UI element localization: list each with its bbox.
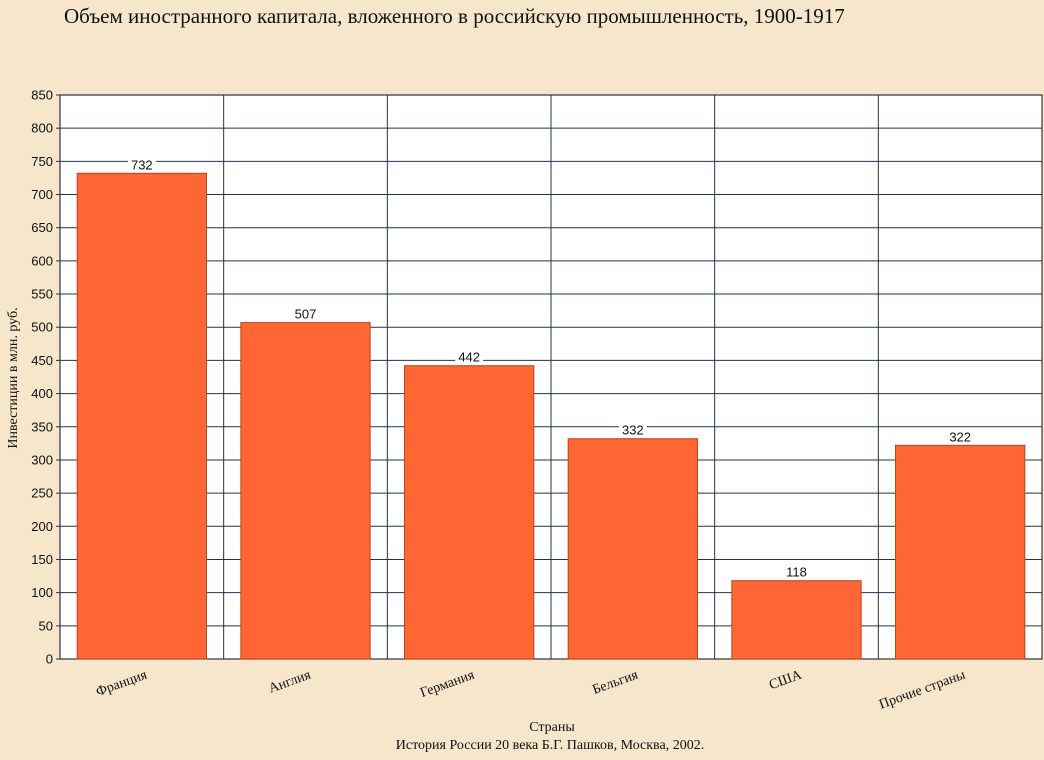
- chart-title: Объем иностранного капитала, вложенного …: [64, 4, 845, 28]
- y-tick-label: 50: [39, 618, 53, 633]
- bar: [240, 322, 371, 660]
- y-tick-label: 150: [31, 552, 53, 567]
- category-label: Германия: [418, 667, 477, 701]
- y-tick-label: 400: [31, 386, 53, 401]
- plot-area: [59, 94, 1043, 660]
- source-note: История России 20 века Б.Г. Пашков, Моск…: [395, 738, 705, 753]
- data-labels: 732 507 442 332 118 322: [127, 157, 975, 580]
- category-label: Франция: [94, 667, 150, 699]
- y-tick-label: 600: [31, 253, 53, 268]
- y-tick-label: 450: [31, 353, 53, 368]
- category-label: Бельгия: [591, 667, 641, 697]
- y-tick-label: 350: [31, 419, 53, 434]
- data-label: 507: [295, 307, 317, 322]
- y-axis-ticks: 0 50 100 150 200 250 300 350 400 450 500 550 600 650 7…: [31, 88, 60, 667]
- y-tick-label: 800: [31, 121, 53, 136]
- category-label: США: [767, 667, 805, 693]
- category-label: Англия: [267, 667, 314, 696]
- bar: [404, 365, 535, 660]
- data-label-background: [455, 349, 484, 365]
- data-label-background: [618, 422, 647, 438]
- y-tick-label: 200: [31, 519, 53, 534]
- plot-border: [59, 94, 1043, 660]
- data-label-background: [291, 306, 320, 322]
- y-tick-label: 550: [31, 287, 53, 302]
- data-label-background: [946, 429, 975, 445]
- bar: [567, 438, 698, 660]
- y-tick-label: 100: [31, 585, 53, 600]
- y-tick-label: 650: [31, 220, 53, 235]
- y-tick-label: 0: [46, 652, 53, 667]
- bar: [895, 444, 1026, 660]
- data-label: 732: [131, 157, 153, 172]
- y-tick-label: 250: [31, 486, 53, 501]
- y-tick-label: 850: [31, 88, 53, 103]
- data-label-background: [782, 564, 811, 580]
- data-label: 322: [949, 429, 971, 444]
- x-axis-label: Страны: [529, 720, 575, 735]
- y-axis-label: Инвестиции в млн. руб.: [6, 307, 21, 449]
- y-tick-label: 700: [31, 187, 53, 202]
- data-label: 442: [458, 350, 480, 365]
- bar: [76, 172, 207, 660]
- y-tick-label: 300: [31, 452, 53, 467]
- data-label-background: [127, 157, 156, 173]
- data-label: 332: [622, 423, 644, 438]
- y-tick-label: 750: [31, 154, 53, 169]
- data-label: 118: [786, 565, 807, 580]
- y-tick-label: 500: [31, 320, 53, 335]
- bar: [731, 580, 862, 660]
- x-axis-categories: Франция Англия Германия Бельгия США Прочие ст…: [94, 667, 968, 712]
- category-label: Прочие страны: [877, 667, 968, 712]
- bars: [76, 172, 1026, 660]
